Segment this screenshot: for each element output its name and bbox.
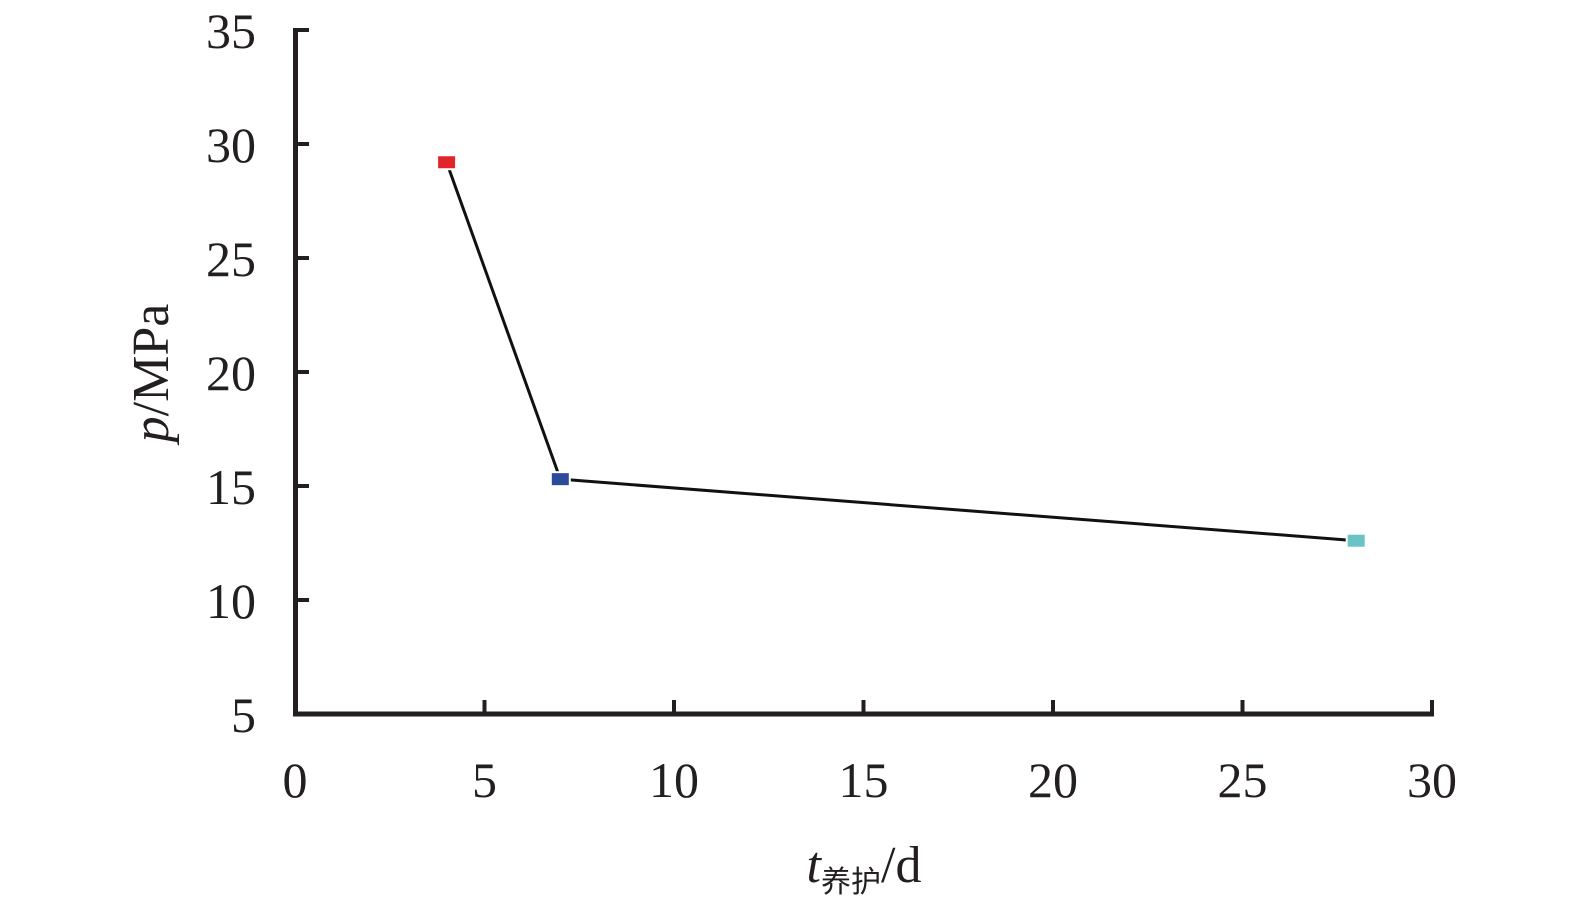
x-tick-label: 25	[1218, 752, 1268, 808]
y-tick-label: 15	[206, 459, 256, 515]
y-axis-unit: /MPa	[123, 304, 180, 417]
y-tick-label: 30	[206, 117, 256, 173]
x-tick-label: 5	[472, 752, 497, 808]
x-tick-label: 30	[1407, 752, 1457, 808]
y-axis-title: p/MPa	[123, 304, 180, 447]
x-tick-label: 20	[1028, 752, 1078, 808]
axes	[293, 28, 1434, 717]
x-tick-label: 15	[839, 752, 889, 808]
y-tick-label: 10	[206, 573, 256, 629]
y-tick-label: 35	[206, 3, 256, 59]
data-point-marker	[549, 471, 571, 488]
x-axis-symbol: t	[807, 837, 823, 894]
series-line-segment	[445, 161, 562, 480]
x-tick-label: 10	[649, 752, 699, 808]
y-ticks: 5 10 15 20 25 30 35	[206, 3, 309, 743]
y-tick-label: 5	[231, 687, 256, 743]
x-axis-unit: /d	[881, 837, 921, 894]
y-tick-label: 25	[206, 231, 256, 287]
y-axis-symbol: p	[123, 416, 180, 446]
data-point-marker	[1345, 532, 1367, 549]
data-series	[436, 154, 1367, 549]
x-axis-subscript: 养护	[821, 865, 881, 900]
x-axis-title: t养护/d	[807, 837, 922, 900]
data-point-marker	[436, 154, 458, 171]
y-tick-label: 20	[206, 345, 256, 401]
x-tick-label: 0	[283, 752, 308, 808]
series-line-segment	[560, 477, 1357, 543]
x-ticks: 0 5 10 15 20 25 30	[283, 700, 1457, 808]
